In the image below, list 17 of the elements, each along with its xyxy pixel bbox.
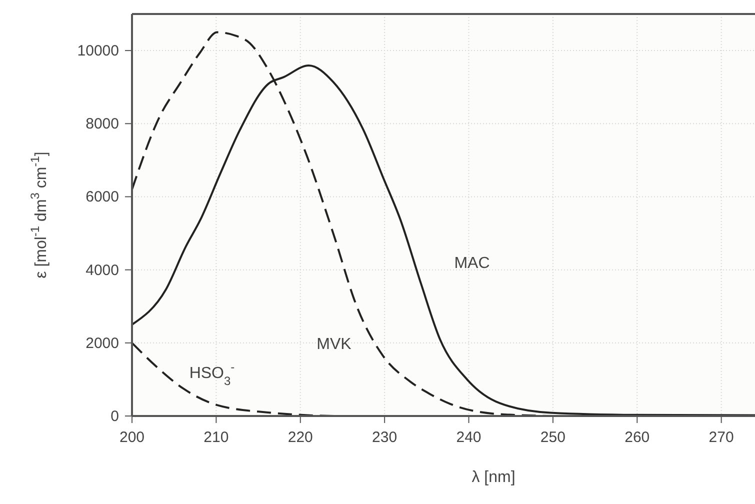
x-tick-label: 260 <box>624 429 650 446</box>
x-tick-label: 270 <box>708 429 734 446</box>
y-tick-label: 10000 <box>77 42 119 60</box>
y-tick-label: 2000 <box>86 334 119 352</box>
x-tick-label: 220 <box>288 429 313 446</box>
y-tick-label: 6000 <box>86 188 119 206</box>
x-tick-label: 250 <box>540 429 566 446</box>
text: MAC <box>454 255 490 272</box>
x-tick-label: 210 <box>204 429 229 446</box>
x-tick-label: 200 <box>119 429 145 446</box>
y-tick-label: 4000 <box>86 262 119 279</box>
series-label: MVK <box>316 336 352 353</box>
x-axis-title: λ [nm] <box>472 469 516 486</box>
x-tick-label: 230 <box>372 429 398 446</box>
x-tick-label: 240 <box>456 429 482 446</box>
y-tick-label: 0 <box>110 408 119 425</box>
y-tick-label: 8000 <box>86 116 119 133</box>
